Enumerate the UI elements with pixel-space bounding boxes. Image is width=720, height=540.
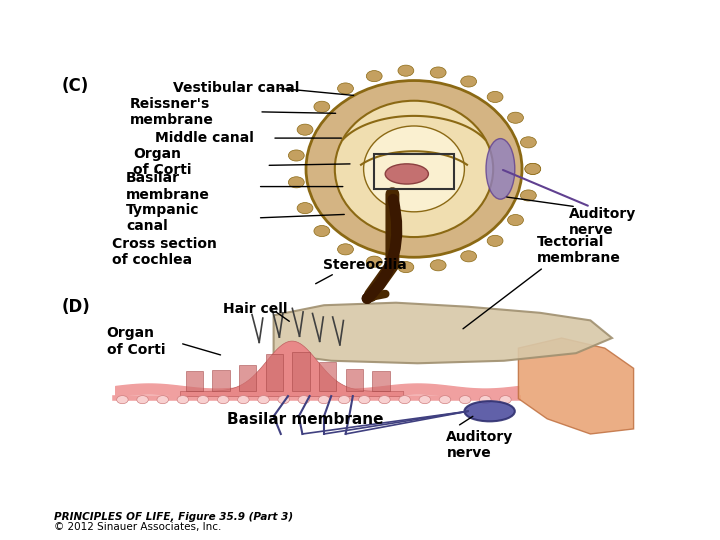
Bar	[372, 370, 390, 391]
Circle shape	[366, 256, 382, 267]
Ellipse shape	[364, 126, 464, 212]
Polygon shape	[274, 303, 612, 363]
Circle shape	[157, 396, 168, 404]
Polygon shape	[518, 338, 634, 434]
Circle shape	[508, 214, 523, 226]
Circle shape	[137, 396, 148, 404]
Circle shape	[177, 396, 189, 404]
Circle shape	[521, 137, 536, 148]
Text: Tympanic
canal: Tympanic canal	[126, 203, 199, 233]
Ellipse shape	[306, 80, 522, 257]
Circle shape	[487, 91, 503, 103]
Bar	[239, 364, 256, 391]
Circle shape	[366, 71, 382, 82]
Text: (D): (D)	[61, 298, 90, 316]
Text: Basilar membrane: Basilar membrane	[227, 413, 383, 427]
Circle shape	[508, 112, 523, 123]
Text: Organ
of Corti: Organ of Corti	[133, 147, 192, 178]
Circle shape	[359, 396, 370, 404]
Circle shape	[318, 396, 330, 404]
Circle shape	[238, 396, 249, 404]
Text: Hair cell: Hair cell	[223, 302, 288, 316]
Circle shape	[278, 396, 289, 404]
Text: Auditory
nerve: Auditory nerve	[569, 207, 636, 237]
Circle shape	[525, 163, 541, 174]
Circle shape	[480, 396, 491, 404]
FancyArrowPatch shape	[367, 199, 397, 299]
Circle shape	[338, 244, 354, 255]
Circle shape	[398, 261, 414, 273]
Circle shape	[298, 396, 310, 404]
Circle shape	[338, 396, 350, 404]
Ellipse shape	[335, 101, 493, 237]
Bar	[374, 154, 454, 189]
Circle shape	[314, 226, 330, 237]
Circle shape	[314, 101, 330, 112]
Circle shape	[431, 260, 446, 271]
Circle shape	[289, 150, 305, 161]
Text: (C): (C)	[61, 77, 89, 94]
Circle shape	[439, 396, 451, 404]
Text: Tectorial
membrane: Tectorial membrane	[536, 234, 620, 265]
Circle shape	[297, 202, 313, 214]
Text: Cross section
of cochlea: Cross section of cochlea	[112, 237, 217, 267]
Text: PRINCIPLES OF LIFE, Figure 35.9 (Part 3): PRINCIPLES OF LIFE, Figure 35.9 (Part 3)	[54, 512, 293, 522]
Circle shape	[461, 76, 477, 87]
Text: Reissner's
membrane: Reissner's membrane	[130, 97, 213, 127]
Text: Middle canal: Middle canal	[155, 131, 253, 145]
Circle shape	[197, 396, 209, 404]
Circle shape	[379, 396, 390, 404]
Bar	[212, 370, 230, 391]
Text: Organ
of Corti: Organ of Corti	[107, 327, 165, 357]
Circle shape	[521, 190, 536, 201]
Text: Stereocilia: Stereocilia	[323, 259, 406, 272]
Circle shape	[525, 163, 541, 174]
Ellipse shape	[486, 139, 515, 199]
Text: Auditory
nerve: Auditory nerve	[446, 430, 513, 460]
Bar	[266, 354, 283, 391]
Ellipse shape	[385, 164, 428, 184]
Circle shape	[500, 396, 511, 404]
Ellipse shape	[464, 401, 515, 421]
Circle shape	[297, 124, 313, 135]
Circle shape	[487, 235, 503, 246]
Circle shape	[431, 67, 446, 78]
Circle shape	[419, 396, 431, 404]
Circle shape	[117, 396, 128, 404]
Circle shape	[217, 396, 229, 404]
Circle shape	[289, 177, 305, 188]
Circle shape	[258, 396, 269, 404]
Circle shape	[459, 396, 471, 404]
Bar	[319, 362, 336, 391]
Text: Vestibular canal: Vestibular canal	[173, 81, 300, 95]
Bar	[346, 369, 363, 391]
Circle shape	[338, 83, 354, 94]
Text: Figure 35.9  Structures of the Human Ear (Part 3): Figure 35.9 Structures of the Human Ear …	[9, 10, 451, 28]
Bar	[186, 371, 203, 391]
Text: © 2012 Sinauer Associates, Inc.: © 2012 Sinauer Associates, Inc.	[54, 522, 221, 532]
Circle shape	[461, 251, 477, 262]
Circle shape	[399, 396, 410, 404]
Text: Basilar
membrane: Basilar membrane	[126, 172, 210, 201]
Circle shape	[398, 65, 414, 76]
Bar	[292, 352, 310, 391]
